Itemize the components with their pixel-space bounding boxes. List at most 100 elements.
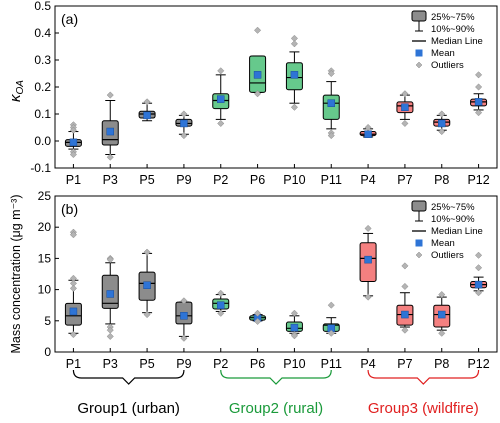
x-tick-label: P11 [321, 357, 342, 371]
mean-marker [106, 127, 114, 136]
box-P5 [138, 248, 156, 319]
x-tick-label: P6 [250, 173, 265, 187]
legend-outlier-swatch [415, 61, 423, 69]
mean-marker [474, 98, 483, 106]
y-tick-label: 25 [38, 189, 52, 203]
y-tick-label: 10 [38, 283, 52, 297]
legend-outlier-label: Outliers [431, 250, 464, 261]
x-tick-label: P8 [434, 173, 449, 187]
y-axis-label: κOA [7, 80, 26, 102]
mean-marker [69, 138, 78, 147]
x-tick-label: P7 [397, 173, 412, 187]
x-tick-label: P1 [66, 173, 81, 187]
x-tick-label: P3 [103, 173, 118, 187]
outlier-point [254, 317, 262, 325]
outlier-point [475, 109, 483, 117]
outlier-point [69, 284, 77, 292]
y-tick-label: 15 [38, 251, 52, 265]
outlier-point [438, 329, 446, 337]
outlier-point [364, 224, 372, 233]
box-P2 [212, 67, 230, 128]
x-tick-label: P6 [250, 357, 265, 371]
x-tick-label: P4 [360, 357, 375, 371]
outlier-point [106, 332, 114, 340]
y-tick-label: -0.1 [30, 161, 51, 175]
outlier-point [327, 301, 335, 309]
x-tick-label: P9 [176, 173, 191, 187]
mean-marker [364, 130, 372, 138]
outlier-point [401, 262, 409, 270]
x-tick-label: P9 [176, 357, 191, 371]
mean-marker [438, 310, 446, 319]
box-P1 [64, 121, 82, 159]
mean-marker [180, 119, 188, 128]
box-P2 [212, 289, 230, 317]
box-P4 [359, 123, 377, 138]
box-P10 [285, 309, 303, 340]
legend-box-label: 25%~75% [431, 202, 475, 213]
outlier-point [401, 90, 409, 98]
x-tick-label: P12 [467, 357, 489, 371]
outlier-point [438, 110, 446, 118]
x-tick-label: P8 [434, 357, 449, 371]
x-tick-label: P5 [139, 173, 154, 187]
x-tick-label: P10 [283, 173, 305, 187]
box-P11 [322, 301, 340, 337]
x-tick-label: P10 [283, 357, 305, 371]
mean-marker [401, 103, 409, 111]
y-tick-label: 0.2 [34, 80, 51, 94]
y-axis-label: Mass concentration (μg m⁻³) [9, 195, 23, 354]
outlier-point [217, 289, 225, 297]
x-tick-label: P4 [360, 173, 375, 187]
outlier-point [475, 251, 483, 259]
box-P6 [249, 309, 267, 325]
legend-mean-label: Mean [431, 48, 455, 59]
x-tick-label: P1 [66, 357, 81, 371]
legend-outlier-label: Outliers [431, 60, 464, 71]
group-bracket [367, 369, 480, 385]
outlier-point [401, 326, 409, 334]
outlier-point [254, 309, 262, 317]
y-tick-label: 0.3 [34, 53, 51, 67]
outlier-point [327, 132, 335, 140]
outlier-point [217, 67, 225, 75]
y-tick-label: 5 [44, 314, 51, 328]
plot-frame [54, 195, 498, 353]
y-tick-label: 0.4 [34, 26, 51, 40]
outlier-point [143, 311, 151, 319]
box-P8 [433, 291, 451, 337]
group-label: Group3 (wildfire) [368, 400, 479, 417]
box-P9 [175, 110, 193, 140]
box-P1 [64, 228, 82, 339]
box-P5 [138, 98, 156, 122]
outlier-point [364, 123, 372, 132]
group-label: Group2 (rural) [229, 400, 323, 417]
outlier-point [290, 40, 298, 48]
outlier-point [475, 289, 483, 297]
group-bracket [72, 369, 185, 385]
x-tick-label: P11 [321, 173, 342, 187]
x-tick-label: P3 [103, 357, 118, 371]
box-P10 [285, 34, 303, 111]
mean-marker [401, 310, 409, 319]
legend-outlier-swatch [415, 251, 423, 259]
outlier-point [217, 119, 225, 128]
legend-box-swatch [411, 200, 427, 212]
box-P3 [101, 91, 119, 161]
legend-whisker-label: 10%~90% [431, 214, 475, 225]
mean-marker [253, 71, 262, 79]
y-tick-label: 0 [44, 345, 51, 359]
legend-mean-swatch [415, 239, 423, 247]
legend-whisker-label: 10%~90% [431, 24, 475, 35]
y-tick-label: 0.1 [34, 107, 51, 121]
mean-marker [290, 71, 299, 79]
outlier-point [143, 98, 151, 106]
outlier-point [290, 309, 298, 317]
mean-marker [106, 290, 114, 298]
mean-marker [327, 99, 335, 107]
mean-marker [474, 280, 483, 289]
legend-mean-swatch [415, 49, 423, 57]
legend-mean-label: Mean [431, 238, 455, 249]
